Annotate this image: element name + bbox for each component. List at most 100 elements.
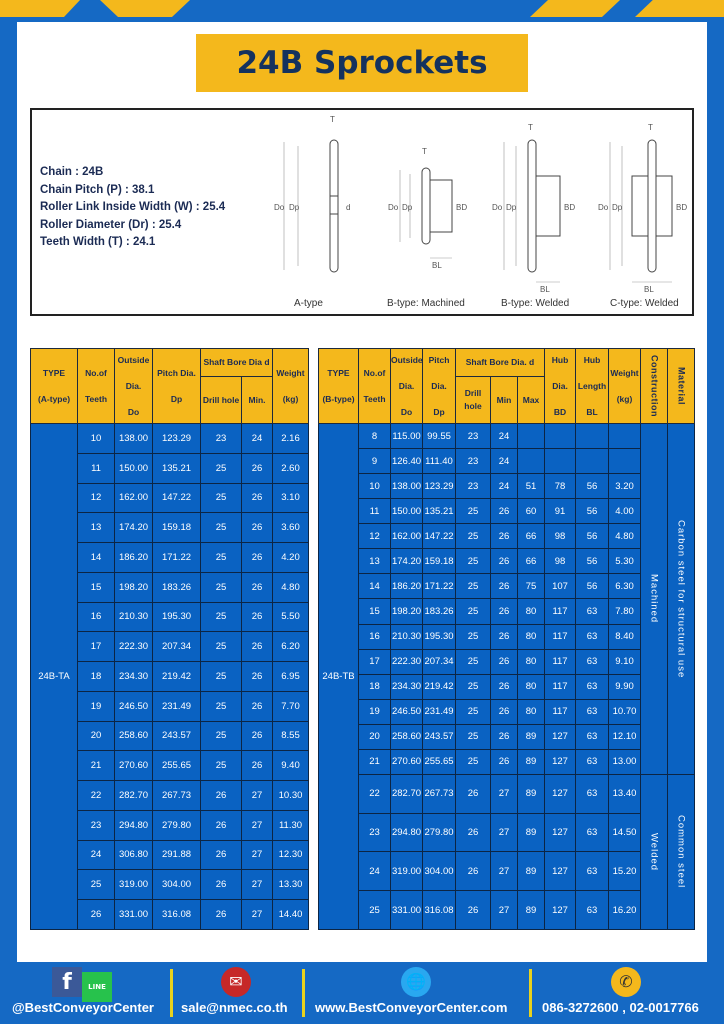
- table-cell: 14: [358, 573, 391, 600]
- table-cell: 3.20: [608, 473, 642, 500]
- table-cell: [516, 448, 546, 475]
- header-drill-hole: Drill hole: [200, 376, 242, 424]
- table-cell: 80: [516, 673, 546, 700]
- table-cell: 3.60: [272, 512, 309, 543]
- table-row: 19 246.50 231.49 25 26 7.70: [31, 690, 309, 722]
- email-link[interactable]: sale@nmec.co.th: [181, 1000, 288, 1015]
- table-cell: 123.29: [152, 423, 201, 454]
- table-cell: 25: [455, 523, 491, 550]
- table-cell: 171.22: [152, 542, 201, 573]
- table-cell: 63: [575, 723, 610, 750]
- table-cell: 27: [490, 890, 518, 930]
- table-row: 19 246.50 231.49 25 26 80 117 63 10.70: [319, 698, 695, 725]
- table-cell: 24: [490, 448, 518, 475]
- table-cell: 26: [200, 869, 242, 900]
- table-row: 12 162.00 147.22 25 26 66 98 56 4.80: [319, 523, 695, 550]
- header-teeth: No.of Teeth: [77, 348, 115, 424]
- table-cell: 162.00: [390, 523, 423, 550]
- type-label-c-welded: C-type: Welded: [610, 298, 679, 309]
- table-row: 24B-TA 10 138.00 123.29 23 24 2.16: [30, 423, 309, 930]
- table-cell: 319.00: [390, 851, 423, 892]
- type-label-a: A-type: [294, 298, 323, 309]
- table-row: 20 258.60 243.57 25 26 89 127 63 12.10: [319, 723, 695, 750]
- table-cell: 246.50: [114, 690, 153, 722]
- table-cell: 18: [358, 673, 391, 700]
- table-cell: 26: [490, 723, 518, 750]
- spec-teeth-width: Teeth Width (T) : 24.1: [40, 236, 156, 248]
- spec-pitch: Chain Pitch (P) : 38.1: [40, 183, 155, 196]
- header-shaft-bore: Shaft Bore Dia. d: [454, 348, 546, 377]
- dim-bl-label: BL: [540, 285, 550, 294]
- table-cell: 63: [575, 673, 610, 700]
- table-cell: 306.80: [114, 839, 153, 871]
- corner-stripe: [530, 0, 620, 17]
- table-cell: 246.50: [390, 698, 423, 725]
- table-cell: 6.30: [608, 573, 642, 600]
- table-cell: 127: [544, 723, 577, 750]
- table-cell: [575, 448, 610, 475]
- table-cell: 25: [200, 482, 242, 514]
- table-cell: 26: [200, 780, 242, 811]
- table-cell: 7.80: [608, 598, 642, 625]
- table-cell: 210.30: [390, 623, 423, 650]
- table-cell: 56: [575, 498, 610, 525]
- table-cell: 9.90: [608, 673, 642, 700]
- phone-numbers[interactable]: 086-3272600 , 02-0017766: [542, 1000, 699, 1015]
- table-cell: 24: [77, 839, 115, 871]
- table-cell: 27: [241, 839, 273, 871]
- table-cell: 98: [544, 523, 577, 550]
- a-type-plate: [329, 139, 339, 273]
- header-drill-hole: Drill hole: [455, 376, 491, 424]
- table-cell: 21: [358, 748, 391, 775]
- table-cell: 10.30: [272, 780, 309, 811]
- table-cell: 6.95: [272, 661, 309, 692]
- table-cell: 258.60: [114, 720, 153, 752]
- table-cell: 6.20: [272, 631, 309, 662]
- table-cell: 25: [455, 573, 491, 600]
- table-cell: 9.40: [272, 750, 309, 781]
- dim-do-label: Do: [274, 203, 285, 212]
- table-cell: 198.20: [114, 571, 153, 603]
- table-row: 16 210.30 195.30 25 26 80 117 63 8.40: [319, 623, 695, 650]
- table-cell: 282.70: [114, 780, 153, 811]
- table-cell: 26: [490, 698, 518, 725]
- table-cell: 150.00: [390, 498, 423, 525]
- table-cell: 26: [490, 598, 518, 625]
- table-cell: 26: [241, 542, 273, 573]
- table-cell: 26: [241, 601, 273, 633]
- dim-t-label: T: [422, 147, 427, 156]
- table-cell: 279.80: [422, 812, 456, 853]
- website-link[interactable]: www.BestConveyorCenter.com: [315, 1000, 508, 1015]
- dim-dp-label: Dp: [506, 203, 517, 212]
- table-cell: 26: [455, 773, 491, 814]
- table-cell: 27: [490, 812, 518, 853]
- table-cell: 26: [77, 899, 115, 930]
- table-cell: 279.80: [152, 809, 201, 841]
- social-handle[interactable]: @BestConveyorCenter: [12, 1000, 154, 1015]
- table-cell: 222.30: [114, 631, 153, 662]
- table-cell: 80: [516, 623, 546, 650]
- table-cell: 27: [241, 809, 273, 841]
- table-cell: 25: [455, 673, 491, 700]
- table-cell: 56: [575, 548, 610, 575]
- table-row: 15 198.20 183.26 25 26 80 117 63 7.80: [319, 598, 695, 625]
- table-cell: 25: [455, 598, 491, 625]
- table-cell: 26: [490, 573, 518, 600]
- table-cell: 26: [455, 812, 491, 853]
- table-cell: 10: [77, 423, 115, 454]
- table-cell: 304.00: [422, 851, 456, 892]
- email-icon: ✉: [221, 967, 251, 997]
- facebook-icon[interactable]: f: [52, 967, 82, 997]
- table-cell: 89: [516, 723, 546, 750]
- table-cell: 89: [516, 851, 546, 892]
- table-cell: 234.30: [390, 673, 423, 700]
- line-icon[interactable]: LINE: [82, 972, 112, 1002]
- header-min: Min.: [241, 376, 273, 424]
- table-row: 25 331.00 316.08 26 27 89 127 63 16.20: [319, 890, 695, 930]
- table-cell: 23: [455, 473, 491, 500]
- table-row: 20 258.60 243.57 25 26 8.55: [31, 720, 309, 752]
- table-cell: 4.00: [608, 498, 642, 525]
- table-row: 18 234.30 219.42 25 26 80 117 63 9.90: [319, 673, 695, 700]
- table-cell: 26: [455, 890, 491, 930]
- table-cell: 26: [490, 548, 518, 575]
